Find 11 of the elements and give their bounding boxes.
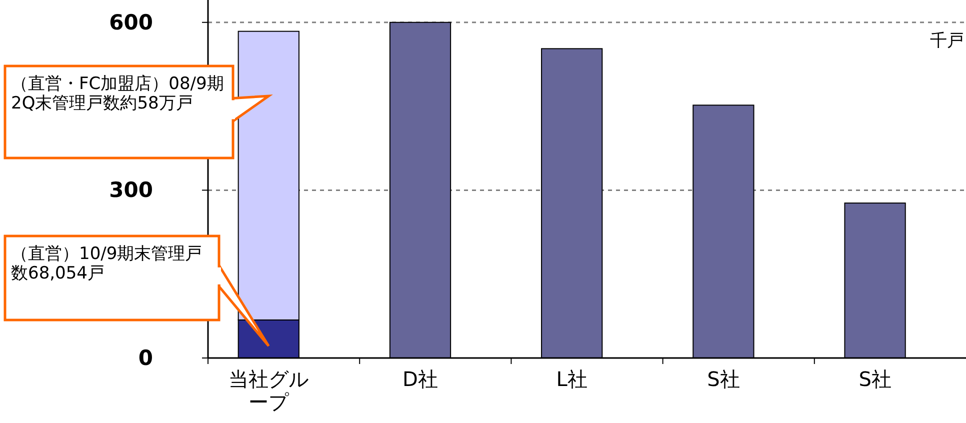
y-tick-label: 300 (109, 178, 153, 202)
y-axis-title: 千戸 (930, 31, 964, 51)
y-tick-label: 600 (109, 10, 153, 34)
annotation: （直営・FC加盟店）08/9期2Q末管理戸数約58万戸 (11, 74, 224, 114)
y-tick-label: 0 (138, 346, 153, 370)
x-tick-label: 当社グループ (228, 367, 309, 414)
text: （直営）10/9期末管理戸数68,054戸 (11, 244, 202, 284)
x-tick-label: D社 (402, 367, 438, 391)
x-tick-label: L社 (556, 367, 588, 391)
x-tick-label: S社 (707, 367, 740, 391)
x-tick-label: S社 (858, 367, 892, 391)
